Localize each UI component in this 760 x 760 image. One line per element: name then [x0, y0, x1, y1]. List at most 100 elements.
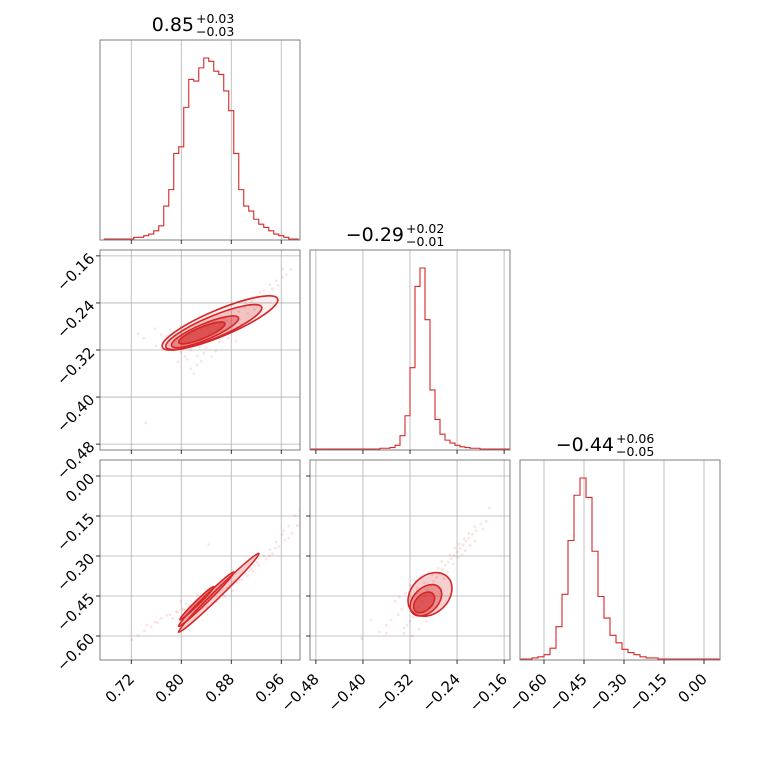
sample-point-2-70: [231, 589, 234, 593]
sample-point-3-22: [411, 615, 415, 619]
sample-point-2-81: [267, 554, 271, 558]
x-tick-label-param3-3: −0.30: [586, 670, 631, 715]
sample-point-3-43: [389, 618, 393, 622]
sample-point-1-81: [179, 350, 183, 354]
sample-point-2-19: [281, 533, 284, 537]
sample-point-1-47: [246, 312, 249, 315]
sample-point-1-67: [159, 333, 163, 337]
sample-point-1-75: [226, 336, 230, 340]
sample-point-1-39: [195, 363, 199, 367]
histogram-panel-3: [519, 459, 721, 664]
sample-point-3-34: [446, 570, 450, 574]
x-tick-label-param3-5: 0.00: [674, 670, 710, 706]
sample-point-2-18: [274, 540, 278, 544]
sample-point-2-27: [130, 638, 134, 642]
x-tick-label-param3-4: −0.15: [626, 670, 671, 715]
sample-point-2-44: [182, 608, 186, 612]
sample-points-2: [130, 504, 300, 642]
sample-point-1-21: [154, 344, 158, 348]
sample-point-1-53: [281, 267, 284, 271]
sample-point-1-45: [214, 349, 218, 353]
sample-point-2-46: [165, 613, 169, 617]
sample-point-1-70: [176, 360, 180, 364]
sample-point-1-31: [189, 348, 193, 352]
histogram-step-line-2: [310, 267, 510, 450]
sample-point-2-1: [168, 613, 172, 617]
title-value-1: 0.85: [152, 14, 194, 36]
sample-point-3-46: [369, 618, 373, 622]
x-tick-label-param2-1: −0.48: [277, 670, 322, 715]
sample-point-2-21: [293, 514, 297, 517]
sample-point-2-34: [179, 599, 183, 603]
sample-point-1-73: [204, 346, 208, 350]
sample-point-3-65: [360, 637, 364, 641]
sample-point-1-42: [183, 355, 187, 358]
sample-point-3-19: [470, 532, 474, 536]
sample-point-3-52: [430, 573, 434, 577]
scatter-panel-2: [96, 459, 301, 664]
sample-point-3-38: [463, 549, 467, 553]
y-tick-label-param2-5: −0.16: [53, 250, 98, 295]
sample-point-2-55: [240, 578, 244, 582]
sample-point-3-17: [464, 539, 468, 543]
histogram-panel-1: [99, 39, 301, 244]
sample-point-2-9: [218, 591, 222, 594]
sample-point-3-35: [452, 562, 455, 566]
sample-point-3-61: [479, 522, 482, 526]
sample-point-2-78: [282, 529, 286, 533]
sample-point-2-65: [207, 543, 211, 546]
y-tick-label-param3-3: −0.30: [53, 550, 98, 595]
histogram-frame-1: [99, 39, 301, 241]
histogram-panel-2: [309, 249, 511, 454]
sample-point-2-80: [274, 546, 278, 550]
sample-point-3-67: [402, 631, 406, 635]
sample-point-1-68: [234, 339, 238, 343]
y-tick-label-param2-2: −0.40: [53, 391, 98, 436]
sample-point-2-23: [156, 621, 159, 625]
scatter-frame-2: [99, 459, 301, 661]
sample-point-3-25: [402, 626, 406, 630]
sample-point-2-73: [159, 616, 163, 620]
sample-point-3-62: [481, 527, 485, 531]
sample-point-3-11: [446, 560, 450, 564]
sample-point-3-16: [461, 543, 465, 547]
title-plus-error-2: +0.02: [406, 221, 444, 236]
sample-point-1-71: [186, 358, 189, 361]
x-tick-label-param1-2: 0.80: [152, 670, 188, 706]
sample-point-3-75: [408, 583, 412, 587]
sample-point-1-49: [136, 332, 140, 335]
sample-point-1-41: [189, 367, 193, 371]
sample-point-1-8: [224, 319, 228, 322]
sample-point-3-33: [442, 577, 446, 581]
sample-point-1-54: [284, 273, 288, 277]
sample-point-1-11: [243, 306, 247, 310]
title-plus-error-3: +0.06: [616, 431, 654, 446]
sample-point-3-68: [410, 634, 414, 638]
sample-point-2-10: [224, 586, 228, 590]
sample-point-3-51: [422, 581, 426, 585]
sample-point-1-52: [144, 421, 148, 425]
sample-point-2-74: [153, 620, 157, 624]
sample-point-2-13: [243, 572, 247, 576]
sample-point-1-44: [192, 372, 196, 375]
title-value-2: −0.29: [346, 224, 404, 246]
sample-point-3-45: [378, 630, 381, 634]
sample-point-3-13: [452, 554, 456, 557]
sample-point-2-42: [247, 569, 251, 573]
sample-points-3: [360, 506, 491, 641]
y-tick-label-param3-4: −0.15: [53, 510, 98, 555]
sample-points-1: [136, 267, 293, 425]
x-tick-label-param3-2: −0.45: [546, 670, 591, 715]
title-value-3: −0.44: [556, 434, 614, 456]
sample-point-2-2: [174, 610, 178, 613]
sample-point-1-55: [289, 268, 293, 271]
sample-point-3-40: [473, 539, 477, 543]
contour-level-1-4: [161, 295, 279, 351]
sample-point-3-57: [458, 542, 461, 546]
sample-point-1-43: [210, 355, 214, 358]
sample-point-3-42: [396, 613, 400, 617]
contour-level-1-1: [177, 321, 226, 345]
sample-point-3-41: [400, 607, 404, 611]
x-tick-label-param2-5: −0.16: [466, 670, 511, 715]
sample-point-2-20: [287, 524, 291, 528]
